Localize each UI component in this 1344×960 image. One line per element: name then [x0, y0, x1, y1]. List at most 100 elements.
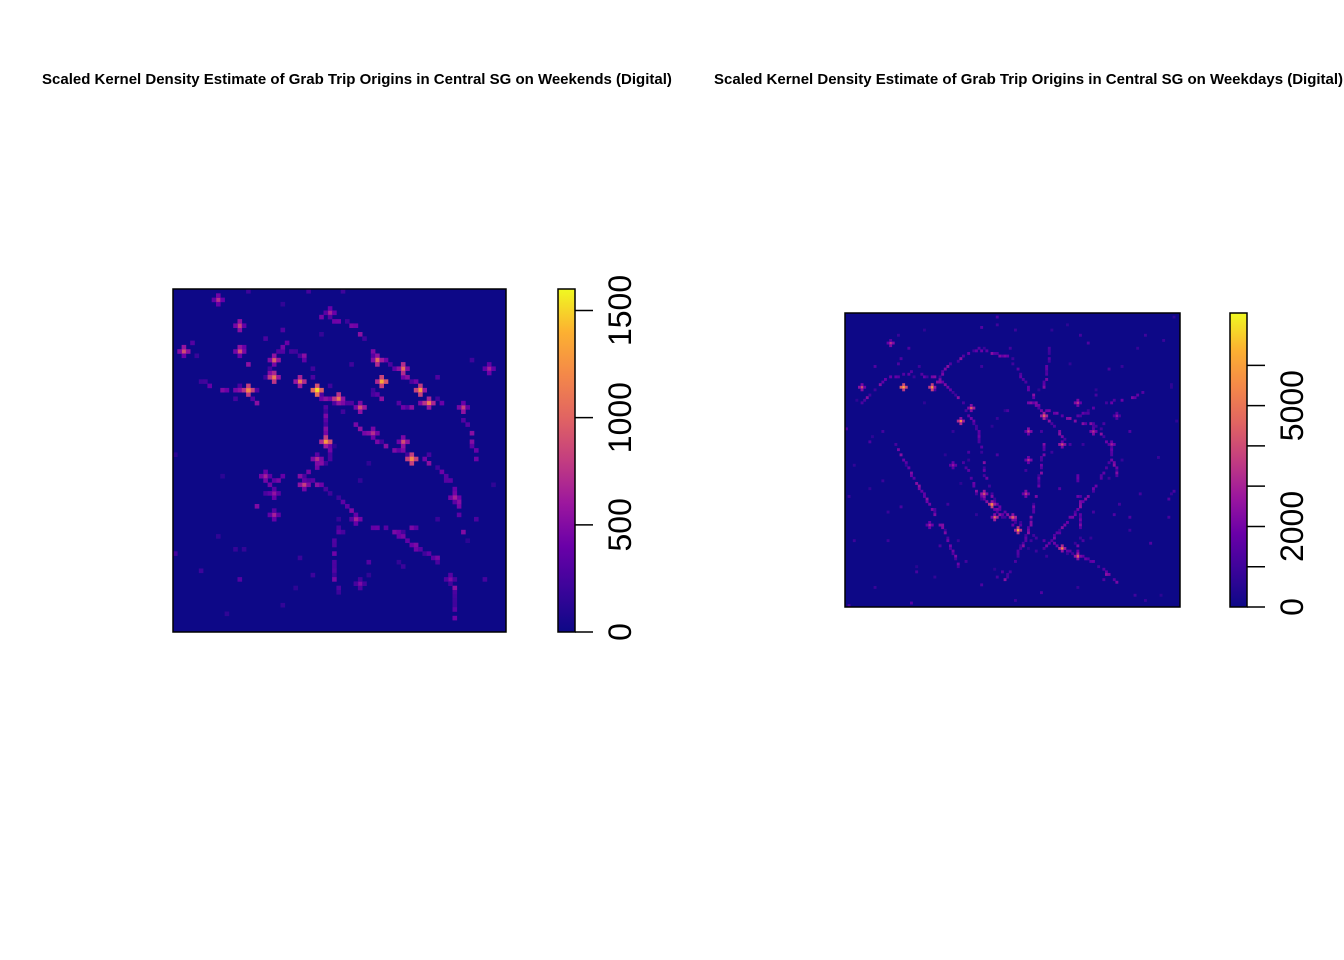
heatmap-cell	[1092, 406, 1095, 410]
heatmap-cell	[314, 482, 320, 488]
heatmap-cell	[413, 542, 419, 548]
heatmap-cell	[375, 439, 380, 445]
heatmap-cell	[1110, 445, 1114, 449]
heatmap-cell	[1120, 398, 1124, 402]
heatmap-cell	[923, 401, 926, 405]
heatmap-cell	[930, 375, 934, 379]
heatmap-cell	[241, 387, 247, 393]
heatmap-cell	[1092, 432, 1095, 436]
heatmap-cell	[220, 387, 225, 393]
heatmap-cell	[1079, 526, 1082, 530]
heatmap-cell	[1076, 414, 1080, 418]
heatmap-cell	[306, 289, 311, 294]
heatmap-cell	[1079, 513, 1082, 517]
heatmap-cell	[1136, 393, 1140, 397]
heatmap-cell	[899, 385, 903, 389]
heatmap-cell	[396, 559, 402, 565]
heatmap-cell	[1055, 544, 1059, 548]
heatmap-cell	[964, 466, 968, 470]
heatmap-cell	[271, 357, 277, 363]
heatmap-cell	[327, 383, 333, 389]
heatmap-cell	[302, 486, 307, 492]
heatmap-cell	[1019, 528, 1023, 532]
heatmap-cell	[884, 378, 887, 381]
heatmap-cell	[267, 357, 273, 363]
heatmap-cell	[1131, 396, 1134, 400]
heatmap-cell	[396, 366, 402, 371]
heatmap-cell	[465, 422, 470, 427]
heatmap-cell	[1058, 531, 1062, 535]
heatmap-cell	[1076, 474, 1080, 478]
heatmap-cell	[370, 387, 376, 393]
heatmap-cell	[198, 379, 204, 384]
heatmap-cell	[1058, 432, 1062, 436]
heatmap-cell	[1045, 367, 1049, 371]
colorbar-tick-label: 0	[1274, 598, 1310, 616]
heatmap-cell	[1089, 422, 1093, 426]
heatmap-cell	[486, 366, 492, 371]
heatmap-cell	[1105, 570, 1108, 574]
heatmap-cell	[435, 516, 440, 522]
heatmap-cell	[267, 370, 273, 376]
heatmap-cell	[1079, 518, 1082, 522]
heatmap-cell	[1016, 367, 1020, 371]
heatmap-cell	[314, 461, 320, 466]
heatmap-cell	[1099, 432, 1103, 436]
heatmap-cell	[993, 352, 997, 355]
heatmap-cell	[1027, 456, 1030, 459]
heatmap-cell	[267, 512, 273, 518]
heatmap-cell	[1073, 401, 1077, 405]
heatmap-cell	[271, 375, 277, 380]
heatmap-cell	[1042, 547, 1046, 550]
heatmap-cell	[910, 474, 913, 478]
heatmap-cell	[1092, 560, 1095, 563]
heatmap-cell	[951, 549, 955, 553]
heatmap-cell	[314, 456, 320, 462]
heatmap-cell	[962, 461, 965, 465]
heatmap-cell	[293, 349, 298, 354]
heatmap-cell	[972, 422, 976, 426]
heatmap-cell	[964, 560, 968, 563]
heatmap-cell	[951, 466, 955, 470]
heatmap-cell	[954, 557, 958, 561]
heatmap-cell	[366, 559, 372, 565]
heatmap-cell	[912, 476, 916, 480]
heatmap-cell	[336, 590, 341, 595]
heatmap-cell	[1076, 479, 1080, 483]
heatmap-cell	[452, 590, 458, 595]
heatmap-cell	[1001, 513, 1004, 517]
heatmap-cell	[1079, 554, 1082, 558]
heatmap-cell	[1060, 435, 1064, 439]
heatmap-cell	[1128, 528, 1132, 532]
heatmap-cell	[426, 396, 432, 402]
heatmap-cell	[422, 551, 427, 556]
heatmap-cell	[400, 366, 406, 371]
heatmap-cell	[1050, 422, 1054, 426]
heatmap-cell	[982, 489, 986, 493]
heatmap-cell	[1089, 536, 1093, 540]
heatmap-cell	[1003, 515, 1007, 519]
heatmap-cell	[336, 396, 341, 402]
heatmap-cell	[868, 440, 872, 444]
heatmap-cell	[246, 383, 251, 389]
heatmap-cell	[345, 400, 350, 406]
heatmap-cell	[271, 478, 277, 483]
heatmap-cell	[216, 301, 221, 307]
heatmap-cell	[1107, 443, 1111, 446]
heatmap-cell	[1076, 404, 1080, 407]
heatmap-cell	[990, 495, 994, 498]
heatmap-cell	[1042, 453, 1046, 457]
heatmap-cell	[1068, 443, 1072, 446]
heatmap-cell	[980, 326, 984, 329]
heatmap-cell	[930, 508, 934, 511]
heatmap-cell	[1027, 547, 1030, 550]
heatmap-cell	[357, 400, 363, 406]
heatmap-cell	[422, 387, 427, 393]
heatmap-cell	[237, 323, 243, 328]
heatmap-cell	[370, 430, 376, 436]
heatmap-cell	[1086, 557, 1090, 561]
heatmap-cell	[1001, 570, 1004, 574]
heatmap-cell	[1042, 445, 1046, 449]
heatmap-cell	[185, 349, 191, 354]
heatmap-cell	[357, 409, 363, 414]
